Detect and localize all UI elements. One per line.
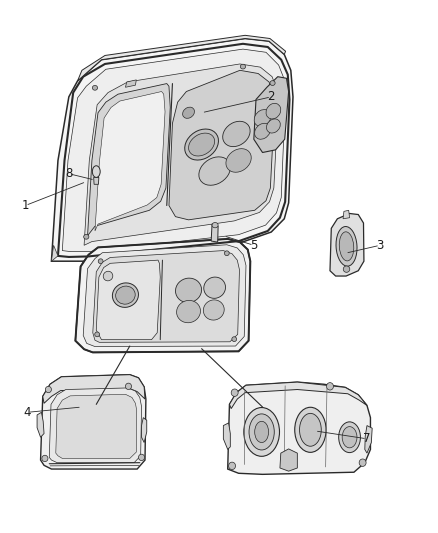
Ellipse shape [342, 426, 357, 448]
Ellipse shape [103, 271, 113, 281]
Ellipse shape [95, 332, 99, 337]
Polygon shape [96, 260, 160, 340]
Ellipse shape [226, 149, 251, 172]
Ellipse shape [300, 414, 321, 446]
Ellipse shape [336, 227, 357, 266]
Ellipse shape [185, 129, 219, 160]
Polygon shape [78, 35, 286, 81]
Polygon shape [141, 418, 147, 442]
Ellipse shape [113, 283, 138, 308]
Polygon shape [75, 239, 251, 352]
Ellipse shape [203, 300, 224, 320]
Polygon shape [93, 251, 240, 342]
Ellipse shape [177, 301, 201, 323]
Ellipse shape [249, 414, 274, 450]
Polygon shape [62, 49, 285, 252]
Polygon shape [223, 423, 230, 449]
Ellipse shape [46, 386, 51, 393]
Ellipse shape [212, 222, 218, 228]
Ellipse shape [270, 80, 275, 85]
Ellipse shape [359, 459, 366, 466]
Polygon shape [49, 388, 141, 463]
Polygon shape [51, 38, 293, 261]
Text: 5: 5 [250, 239, 258, 252]
Ellipse shape [92, 166, 100, 177]
Polygon shape [56, 394, 137, 458]
Polygon shape [254, 77, 289, 152]
Polygon shape [228, 382, 371, 474]
Polygon shape [169, 70, 274, 220]
Text: 7: 7 [363, 432, 371, 446]
Ellipse shape [244, 408, 279, 456]
Text: 4: 4 [24, 406, 31, 419]
Polygon shape [88, 84, 170, 236]
Ellipse shape [98, 259, 103, 264]
Polygon shape [125, 80, 136, 87]
Ellipse shape [266, 119, 280, 133]
Ellipse shape [204, 277, 226, 298]
Ellipse shape [266, 103, 281, 119]
Ellipse shape [224, 251, 229, 256]
Polygon shape [41, 375, 146, 469]
Ellipse shape [295, 407, 326, 453]
Ellipse shape [229, 462, 236, 470]
Polygon shape [51, 245, 58, 261]
Text: 3: 3 [376, 239, 384, 252]
Ellipse shape [254, 110, 271, 126]
Ellipse shape [254, 123, 270, 139]
Ellipse shape [189, 133, 215, 156]
Ellipse shape [339, 422, 360, 453]
Polygon shape [95, 92, 165, 231]
Polygon shape [94, 177, 99, 184]
Polygon shape [83, 245, 246, 346]
Ellipse shape [254, 421, 268, 442]
Polygon shape [343, 211, 350, 219]
Polygon shape [330, 214, 364, 276]
Polygon shape [37, 413, 44, 437]
Ellipse shape [339, 232, 354, 261]
Ellipse shape [84, 235, 89, 239]
Ellipse shape [231, 389, 238, 397]
Ellipse shape [116, 286, 135, 304]
Text: 2: 2 [268, 90, 275, 103]
Polygon shape [280, 449, 297, 471]
Polygon shape [230, 382, 367, 409]
Ellipse shape [199, 157, 230, 185]
Ellipse shape [232, 337, 237, 342]
Ellipse shape [183, 107, 194, 118]
Ellipse shape [223, 122, 250, 147]
Ellipse shape [138, 454, 145, 461]
Ellipse shape [240, 64, 246, 69]
Text: 8: 8 [65, 167, 73, 180]
Ellipse shape [92, 85, 98, 90]
Text: 1: 1 [21, 199, 29, 212]
Polygon shape [211, 224, 218, 242]
Polygon shape [365, 425, 372, 453]
Ellipse shape [125, 383, 131, 390]
Ellipse shape [326, 383, 333, 390]
Ellipse shape [176, 278, 201, 303]
Polygon shape [43, 375, 145, 403]
Ellipse shape [42, 455, 48, 462]
Ellipse shape [343, 266, 350, 272]
Polygon shape [84, 64, 278, 245]
